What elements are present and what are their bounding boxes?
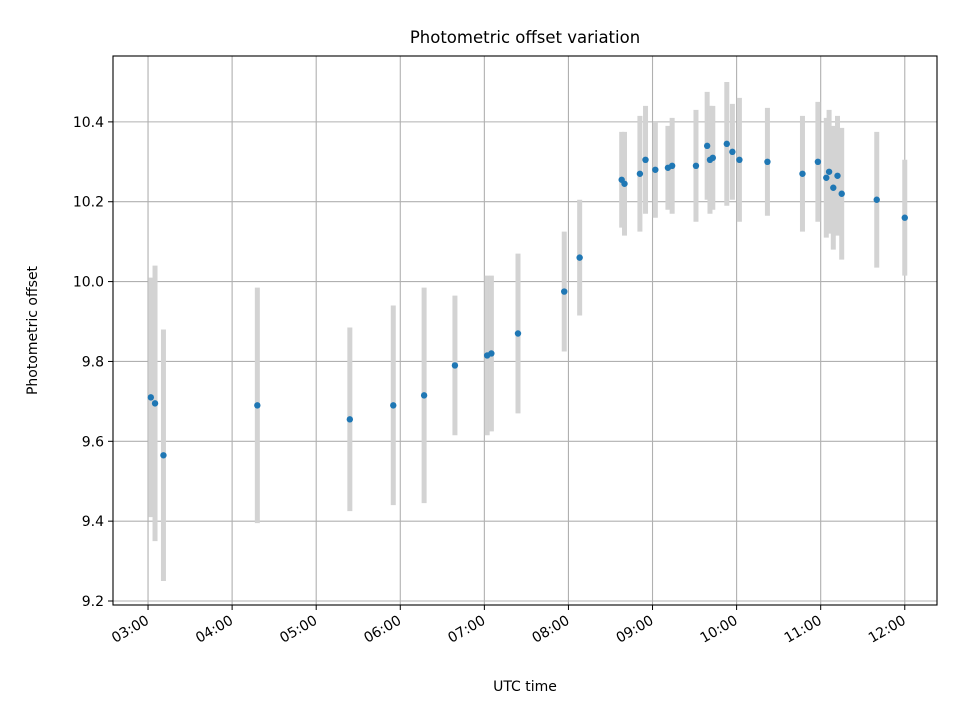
data-point	[390, 402, 397, 409]
data-point	[799, 170, 806, 177]
data-point	[151, 400, 159, 407]
data-point	[703, 142, 711, 150]
y-tick-label: 9.2	[82, 594, 104, 610]
data-point	[830, 184, 837, 191]
data-point	[838, 190, 845, 197]
data-point	[514, 330, 522, 337]
data-point	[254, 402, 261, 409]
data-point	[736, 156, 743, 164]
y-tick-label: 10.0	[73, 275, 104, 291]
data-point	[420, 392, 428, 399]
y-axis-label: Photometric offset	[25, 265, 41, 395]
plot-frame	[112, 55, 938, 606]
y-tick-label: 10.4	[73, 115, 104, 131]
data-point	[488, 350, 495, 357]
data-point	[692, 162, 700, 169]
data-point	[709, 154, 716, 162]
data-point	[823, 174, 830, 181]
data-point	[346, 416, 354, 423]
y-tick-label: 9.4	[82, 514, 104, 530]
data-point	[873, 196, 880, 203]
data-point	[825, 168, 833, 175]
data-point	[814, 158, 822, 166]
data-point	[901, 214, 908, 221]
data-point	[668, 162, 676, 169]
y-tick-label: 9.8	[82, 354, 104, 370]
grid-layer	[113, 56, 937, 605]
point-layer	[147, 140, 908, 459]
y-tick-label: 10.2	[73, 195, 104, 211]
data-point	[729, 148, 736, 156]
data-point	[160, 452, 167, 459]
data-point	[621, 180, 628, 187]
data-point	[652, 166, 659, 173]
x-axis-label: UTC time	[493, 679, 557, 695]
data-point	[561, 288, 568, 295]
data-point	[723, 140, 730, 148]
data-point	[636, 170, 644, 177]
chart-title: Photometric offset variation	[410, 28, 640, 47]
data-point	[576, 254, 583, 261]
data-point	[834, 172, 841, 179]
data-point	[764, 158, 771, 166]
data-point	[147, 394, 155, 401]
data-point	[642, 156, 649, 164]
y-tick-label: 9.6	[82, 434, 104, 450]
data-point	[451, 362, 459, 369]
